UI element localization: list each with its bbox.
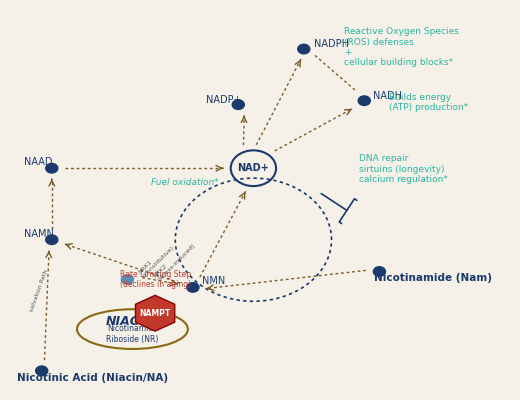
Circle shape (232, 100, 244, 110)
Text: NAMPT: NAMPT (139, 309, 171, 318)
Circle shape (358, 96, 370, 106)
Text: Fuel oxidation*: Fuel oxidation* (151, 178, 219, 187)
Text: NRK1
(constitutive): NRK1 (constitutive) (137, 241, 175, 278)
Text: Nicotinamide (Nam): Nicotinamide (Nam) (374, 274, 492, 284)
Text: DNA repair
sirtuins (longevity)
calcium regulation*: DNA repair sirtuins (longevity) calcium … (359, 154, 448, 184)
Text: NIAGEN: NIAGEN (106, 316, 160, 328)
Text: NAD+: NAD+ (238, 163, 269, 173)
Text: Nicotinic Acid (Niacin/NA): Nicotinic Acid (Niacin/NA) (17, 373, 167, 383)
Text: Rate Limiting Step
(declines in aging): Rate Limiting Step (declines in aging) (120, 270, 191, 289)
Text: NRK2
(stress-induced): NRK2 (stress-induced) (152, 239, 196, 282)
Text: salvation Path: salvation Path (29, 269, 49, 312)
Text: NADPH: NADPH (314, 39, 349, 49)
Circle shape (46, 164, 58, 173)
Text: Builds energy
(ATP) production*: Builds energy (ATP) production* (389, 93, 469, 112)
Circle shape (121, 275, 134, 284)
Circle shape (36, 366, 48, 376)
Text: NMN: NMN (202, 276, 225, 286)
Text: Reactive Oxygen Species
(ROS) defenses
+
cellular building blocks*: Reactive Oxygen Species (ROS) defenses +… (344, 27, 459, 68)
Circle shape (187, 283, 199, 292)
Text: Nicotinamide
Riboside (NR): Nicotinamide Riboside (NR) (106, 324, 159, 344)
Circle shape (298, 44, 310, 54)
Text: NADP+: NADP+ (205, 95, 241, 105)
Text: NAAD: NAAD (24, 157, 53, 167)
Circle shape (46, 235, 58, 244)
Text: NADH: NADH (373, 91, 402, 101)
Circle shape (373, 267, 385, 276)
Text: NAMN: NAMN (24, 228, 54, 238)
